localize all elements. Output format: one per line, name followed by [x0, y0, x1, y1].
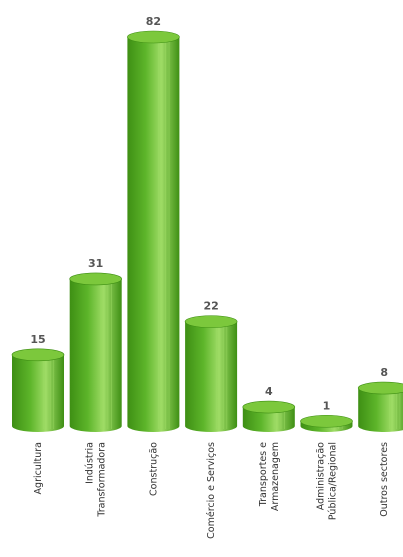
- category-label-line: Outros sectores: [379, 442, 390, 517]
- category-label: Transportes eArmazenagem: [258, 442, 281, 511]
- category-label-line: Pública/Regional: [328, 442, 339, 520]
- bar-4: [242, 400, 296, 432]
- bar-top: [242, 400, 296, 414]
- bar-top: [300, 414, 353, 428]
- bar-5: [300, 414, 353, 432]
- value-labels: 15 31 82 22 4 1 8: [30, 15, 388, 412]
- category-label-line: Comércio e Serviços: [206, 442, 217, 539]
- bar-body: [185, 321, 238, 432]
- category-label-line: Administração: [316, 442, 327, 510]
- bar-body: [358, 388, 403, 432]
- bar-6: [357, 381, 403, 432]
- value-label: 82: [146, 15, 161, 28]
- bar-top: [11, 348, 65, 362]
- value-label: 4: [265, 385, 273, 398]
- bar-body: [69, 278, 122, 432]
- category-label-line: Transportes e: [258, 442, 269, 507]
- category-label-line: Agricultura: [33, 442, 44, 494]
- category-label: Agricultura: [33, 442, 44, 494]
- category-labels: Agricultura IndústriaTransformadora Constr…: [33, 442, 390, 539]
- category-label-line: Armazenagem: [270, 442, 281, 511]
- category-label-line: Transformadora: [97, 442, 108, 518]
- category-label-line: Indústria: [85, 442, 96, 484]
- bar-1: [69, 272, 122, 432]
- bar-body: [127, 37, 180, 432]
- bar-body: [12, 354, 64, 432]
- value-label: 31: [88, 257, 103, 270]
- value-label: 22: [203, 300, 218, 313]
- bar-3: [184, 315, 238, 432]
- value-label: 15: [30, 333, 45, 346]
- bar-2: [127, 30, 180, 432]
- bar-top: [184, 315, 238, 328]
- category-label: Construção: [148, 442, 159, 496]
- value-label: 1: [323, 399, 331, 412]
- category-label: Outros sectores: [379, 442, 390, 517]
- bar-0: [11, 348, 65, 432]
- category-label: AdministraçãoPública/Regional: [316, 442, 339, 520]
- category-label: IndústriaTransformadora: [85, 442, 108, 518]
- bar-top: [69, 272, 122, 286]
- category-label: Comércio e Serviços: [206, 442, 217, 539]
- bar-top: [357, 381, 403, 395]
- bar-series: [11, 30, 403, 432]
- value-label: 8: [380, 366, 388, 379]
- category-label-line: Construção: [148, 442, 159, 496]
- bar-body: [242, 407, 295, 432]
- bar-top: [127, 30, 180, 44]
